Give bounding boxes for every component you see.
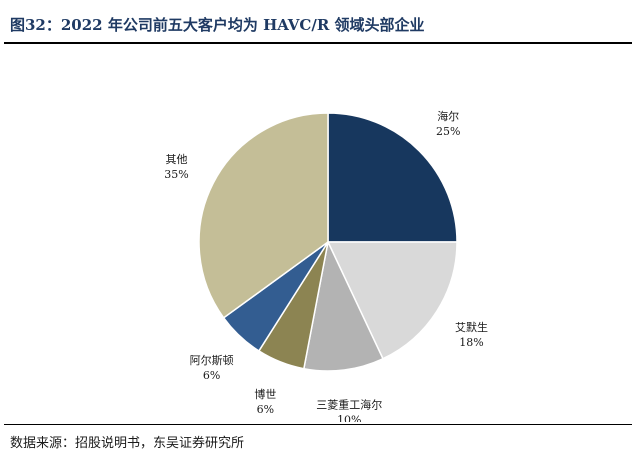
slice-value-label: 35% xyxy=(164,168,188,181)
slice-value-label: 25% xyxy=(436,125,460,138)
slice-value-label: 6% xyxy=(257,403,274,416)
pie-slice xyxy=(198,112,329,319)
pie-slice xyxy=(302,239,384,372)
slice-label: 三菱重工海尔 xyxy=(316,398,382,412)
slice-label: 其他 xyxy=(166,153,188,166)
source-note: 数据来源：招股说明书，东吴证券研究所 xyxy=(10,436,245,451)
slice-label: 海尔 xyxy=(437,109,459,123)
pie-slice xyxy=(327,112,458,243)
slice-label: 阿尔斯顿 xyxy=(190,353,234,367)
slice-value-label: 6% xyxy=(203,369,220,382)
pie-slices xyxy=(198,112,458,372)
source-rule xyxy=(4,424,632,425)
slice-label: 博世 xyxy=(254,388,276,401)
slice-value-label: 10% xyxy=(337,414,361,422)
slice-value-label: 18% xyxy=(459,336,483,349)
pie-chart: 海尔 25% 艾默生 18% 三菱重工海尔 10% 博世 6% 阿尔斯顿 6% 其他 35% xyxy=(164,109,488,422)
pie-slice xyxy=(326,241,458,360)
slice-label: 艾默生 xyxy=(455,320,488,334)
title-rule xyxy=(4,42,632,44)
pie-labels: 海尔 25% 艾默生 18% 三菱重工海尔 10% 博世 6% 阿尔斯顿 6% 其他 35% xyxy=(164,109,488,422)
figure-title: 图32：2022 年公司前五大客户均为 HAVC/R 领域头部企业 xyxy=(10,16,425,34)
